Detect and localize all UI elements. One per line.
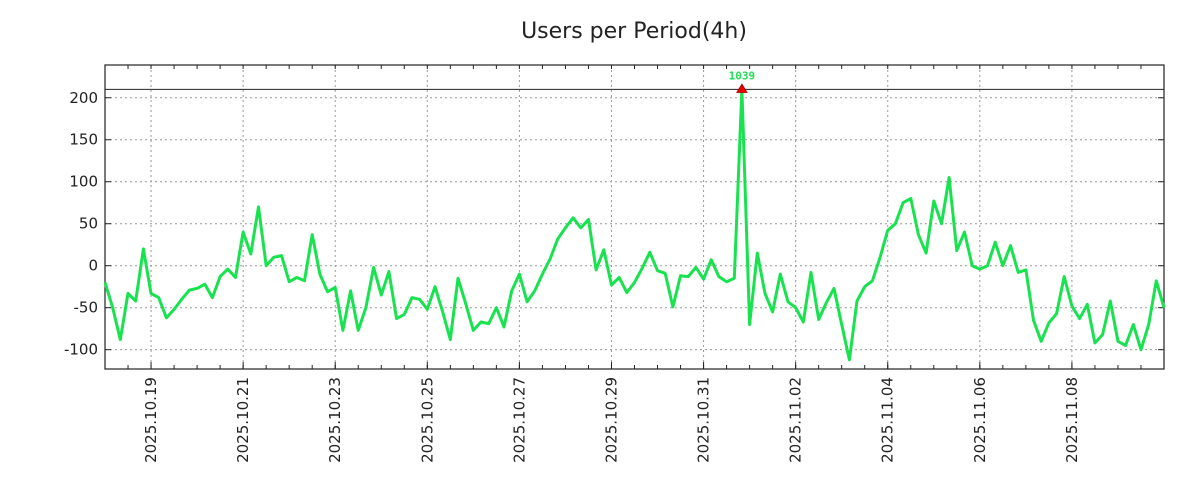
x-tick-label: 2025.11.06 [971, 377, 989, 463]
plot-frame [104, 64, 1165, 370]
x-tick-label: 2025.10.23 [326, 377, 344, 463]
x-tick-label: 2025.11.04 [879, 377, 897, 463]
x-tick-label: 2025.10.21 [234, 377, 252, 463]
x-tick-label: 2025.10.27 [510, 377, 528, 463]
y-tick-label: 150 [69, 131, 98, 149]
x-tick-label: 2025.10.31 [695, 377, 713, 463]
series-line-users [103, 87, 1166, 362]
y-tick-label: 0 [88, 257, 98, 275]
x-tick-label: 2025.11.02 [787, 377, 805, 463]
grid [105, 65, 1164, 369]
y-tick-label: -50 [74, 299, 99, 317]
x-tick-label: 2025.11.08 [1063, 377, 1081, 463]
peak-marker-icon [736, 83, 748, 93]
x-tick-label: 2025.10.25 [418, 377, 436, 463]
y-tick-label: 50 [79, 215, 98, 233]
series-layer [103, 83, 1166, 362]
x-tick-label: 2025.10.19 [142, 377, 160, 463]
axes: -100 -50 0 50 100 150 200 2025.10.19 2025.10.21 2… [64, 64, 1165, 463]
y-tick-label: -100 [64, 341, 98, 359]
peak-label: 1039 [729, 69, 756, 82]
y-tick-label: 200 [69, 89, 98, 107]
chart-title: Users per Period(4h) [521, 19, 747, 44]
x-tick-label: 2025.10.29 [602, 377, 620, 463]
y-tick-label: 100 [69, 173, 98, 191]
